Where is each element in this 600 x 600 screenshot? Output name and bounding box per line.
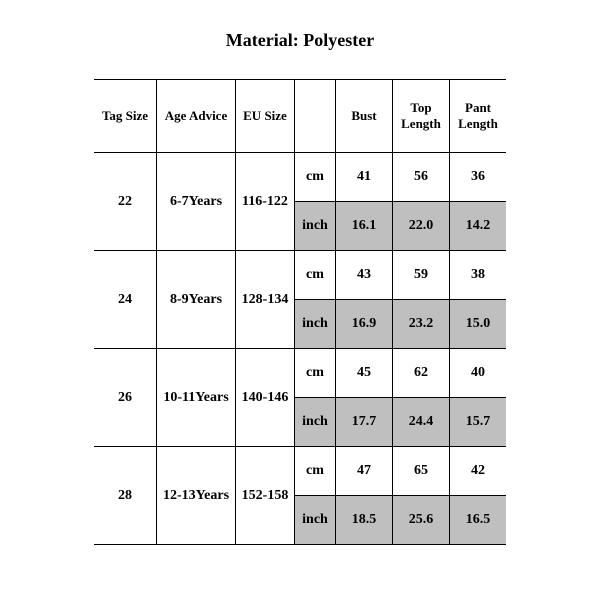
- cell-age: 6-7Years: [157, 153, 236, 251]
- cell-unit-inch: inch: [295, 496, 336, 545]
- cell-tag: 22: [94, 153, 157, 251]
- cell-bust-cm: 47: [336, 447, 393, 496]
- cell-pant-inch: 15.7: [450, 398, 507, 447]
- col-bust: Bust: [336, 80, 393, 153]
- cell-top-inch: 22.0: [393, 202, 450, 251]
- cell-top-inch: 23.2: [393, 300, 450, 349]
- cell-pant-cm: 42: [450, 447, 507, 496]
- col-tag-size: Tag Size: [94, 80, 157, 153]
- col-eu-size: EU Size: [236, 80, 295, 153]
- cell-top-cm: 56: [393, 153, 450, 202]
- cell-age: 12-13Years: [157, 447, 236, 545]
- table-row: 28 12-13Years 152-158 cm 47 65 42: [94, 447, 506, 496]
- cell-top-inch: 24.4: [393, 398, 450, 447]
- cell-eu: 128-134: [236, 251, 295, 349]
- cell-eu: 116-122: [236, 153, 295, 251]
- cell-unit-cm: cm: [295, 153, 336, 202]
- page: Material: Polyester Tag Size Age Advice …: [0, 0, 600, 600]
- table-row: 24 8-9Years 128-134 cm 43 59 38: [94, 251, 506, 300]
- cell-pant-cm: 38: [450, 251, 507, 300]
- cell-bust-cm: 45: [336, 349, 393, 398]
- cell-tag: 24: [94, 251, 157, 349]
- cell-unit-inch: inch: [295, 398, 336, 447]
- table-row: 22 6-7Years 116-122 cm 41 56 36: [94, 153, 506, 202]
- cell-unit-cm: cm: [295, 349, 336, 398]
- cell-bust-inch: 17.7: [336, 398, 393, 447]
- cell-top-cm: 65: [393, 447, 450, 496]
- cell-pant-inch: 14.2: [450, 202, 507, 251]
- cell-top-cm: 62: [393, 349, 450, 398]
- cell-bust-cm: 43: [336, 251, 393, 300]
- size-table: Tag Size Age Advice EU Size Bust Top Len…: [94, 79, 506, 545]
- page-title: Material: Polyester: [0, 30, 600, 51]
- table-header-row: Tag Size Age Advice EU Size Bust Top Len…: [94, 80, 506, 153]
- table-row: 26 10-11Years 140-146 cm 45 62 40: [94, 349, 506, 398]
- cell-tag: 26: [94, 349, 157, 447]
- col-unit: [295, 80, 336, 153]
- cell-bust-inch: 16.9: [336, 300, 393, 349]
- cell-pant-cm: 40: [450, 349, 507, 398]
- cell-top-inch: 25.6: [393, 496, 450, 545]
- col-age-advice: Age Advice: [157, 80, 236, 153]
- cell-pant-cm: 36: [450, 153, 507, 202]
- cell-unit-inch: inch: [295, 300, 336, 349]
- cell-age: 10-11Years: [157, 349, 236, 447]
- cell-bust-inch: 18.5: [336, 496, 393, 545]
- cell-bust-inch: 16.1: [336, 202, 393, 251]
- cell-tag: 28: [94, 447, 157, 545]
- cell-pant-inch: 16.5: [450, 496, 507, 545]
- cell-unit-inch: inch: [295, 202, 336, 251]
- cell-eu: 140-146: [236, 349, 295, 447]
- cell-unit-cm: cm: [295, 251, 336, 300]
- col-top-length: Top Length: [393, 80, 450, 153]
- cell-age: 8-9Years: [157, 251, 236, 349]
- cell-pant-inch: 15.0: [450, 300, 507, 349]
- cell-eu: 152-158: [236, 447, 295, 545]
- cell-top-cm: 59: [393, 251, 450, 300]
- cell-unit-cm: cm: [295, 447, 336, 496]
- cell-bust-cm: 41: [336, 153, 393, 202]
- table-body: 22 6-7Years 116-122 cm 41 56 36 inch 16.…: [94, 153, 506, 545]
- col-pant-length: Pant Length: [450, 80, 507, 153]
